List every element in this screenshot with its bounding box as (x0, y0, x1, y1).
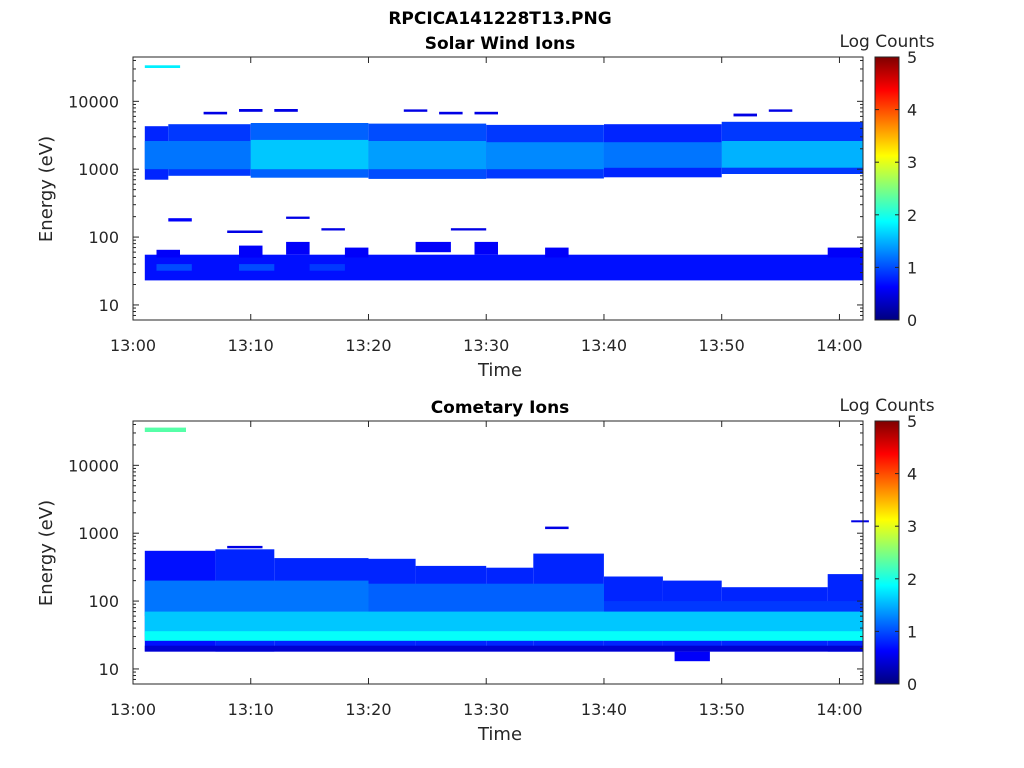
colorbar (874, 420, 900, 685)
y-axis-ticks: 10 100 1000 10000 (68, 423, 863, 685)
heatmap-cell (721, 141, 863, 168)
x-tick-label: 14:00 (816, 700, 862, 719)
heatmap-cell (250, 139, 369, 170)
heatmap-cell (274, 109, 298, 112)
x-tick-label: 13:30 (463, 336, 509, 355)
panel-cometary-ions: Cometary Ions 13:00 13:10 13:20 13:30 13:40 1… (36, 396, 935, 745)
heatmap-cell (403, 109, 428, 112)
x-tick-label: 13:40 (581, 336, 627, 355)
heatmap-cell (545, 247, 569, 258)
heatmap-cell (827, 247, 863, 258)
x-tick-label: 13:50 (699, 700, 745, 719)
x-axis-ticks: 13:00 13:10 13:20 13:30 13:40 13:50 14:00 (110, 57, 863, 355)
heatmap-cell (474, 241, 498, 255)
y-tick-label: 1000 (78, 160, 119, 179)
heatmap-cell (144, 645, 864, 652)
colorbar-tick-label: 4 (907, 465, 917, 484)
y-tick-label: 10 (99, 660, 119, 679)
colorbar-label: Log Counts (839, 32, 934, 52)
colorbar-tick-label: 2 (907, 570, 917, 589)
y-axis-label: Energy (eV) (36, 136, 57, 242)
colorbar-tick-label: 2 (907, 206, 917, 225)
colorbar-tick-label: 4 (907, 101, 917, 120)
heatmap-cell (286, 216, 310, 219)
panel-title: Cometary Ions (431, 398, 570, 418)
heatmap-cell (144, 427, 186, 432)
colorbar-tick-label: 3 (907, 153, 917, 172)
x-tick-label: 13:10 (228, 336, 274, 355)
x-tick-label: 13:30 (463, 700, 509, 719)
heatmap-cell (239, 109, 263, 112)
heatmap-cell (733, 113, 757, 117)
x-tick-label: 13:00 (110, 336, 156, 355)
plot-frame (132, 420, 864, 685)
x-axis-ticks: 13:00 13:10 13:20 13:30 13:40 13:50 14:00 (110, 421, 863, 719)
colorbar-tick-label: 5 (907, 412, 917, 431)
x-axis-label: Time (477, 360, 522, 381)
heatmap-cell (486, 142, 604, 170)
heatmap-cell (156, 264, 192, 271)
heatmap-cell (851, 520, 869, 523)
heatmap-cell (227, 230, 263, 233)
x-tick-label: 13:20 (345, 700, 391, 719)
heatmap-cell (156, 249, 180, 258)
y-axis-label: Energy (eV) (36, 500, 57, 606)
colorbar-tick-label: 0 (907, 311, 917, 330)
y-tick-label: 10 (99, 296, 119, 315)
colorbar-tick-label: 3 (907, 517, 917, 536)
panel-solar-wind-ions: Solar Wind Ions 13:00 13:10 13:20 13:30 13:4… (36, 32, 935, 381)
heatmap-cell (768, 109, 793, 112)
colorbar-tick-label: 1 (907, 258, 917, 277)
heatmap-cell (545, 526, 569, 530)
heatmap-cell (309, 264, 345, 271)
heatmap-cell (321, 228, 345, 231)
x-tick-label: 13:00 (110, 700, 156, 719)
y-tick-label: 1000 (78, 524, 119, 543)
y-axis-ticks: 10 100 1000 10000 (68, 59, 863, 321)
heatmap-cell (144, 65, 181, 68)
heatmap-cell (344, 247, 369, 258)
heatmap-cell (239, 245, 263, 258)
x-tick-label: 13:10 (228, 700, 274, 719)
heatmap-cell (450, 228, 487, 231)
heatmap-cell (439, 111, 463, 115)
colorbar-tick-label: 0 (907, 675, 917, 694)
heatmap-cell (144, 141, 251, 170)
heatmap-cells (144, 65, 864, 281)
heatmap-cell (144, 631, 864, 641)
colorbar-label: Log Counts (839, 396, 934, 416)
x-tick-label: 14:00 (816, 336, 862, 355)
y-tick-label: 100 (88, 592, 119, 611)
heatmap-cell (144, 580, 369, 617)
heatmap-cell (168, 218, 192, 222)
colorbar (874, 56, 900, 321)
heatmap-cell (203, 111, 228, 115)
x-tick-label: 13:20 (345, 336, 391, 355)
heatmap-cells (144, 427, 869, 662)
x-tick-label: 13:50 (699, 336, 745, 355)
plot-area (133, 57, 863, 320)
heatmap-cell (286, 241, 310, 255)
heatmap-cell (227, 545, 263, 549)
panel-title: Solar Wind Ions (425, 34, 576, 54)
y-tick-label: 10000 (68, 456, 119, 475)
figure-title: RPCICA141228T13.PNG (388, 9, 611, 29)
colorbar-tick-label: 1 (907, 622, 917, 641)
y-tick-label: 10000 (68, 92, 119, 111)
x-axis-label: Time (477, 724, 522, 745)
plot-frame (132, 56, 864, 321)
y-tick-label: 100 (88, 228, 119, 247)
heatmap-cell (239, 264, 275, 271)
heatmap-cell (674, 651, 710, 662)
colorbar-ticks: 0 1 2 3 4 5 (875, 412, 917, 694)
heatmap-cell (415, 241, 451, 253)
heatmap-cell (604, 142, 722, 168)
heatmap-cell (368, 141, 487, 170)
colorbar-ticks: 0 1 2 3 4 5 (875, 48, 917, 330)
x-tick-label: 13:40 (581, 700, 627, 719)
heatmap-cell (474, 111, 498, 115)
colorbar-tick-label: 5 (907, 48, 917, 67)
